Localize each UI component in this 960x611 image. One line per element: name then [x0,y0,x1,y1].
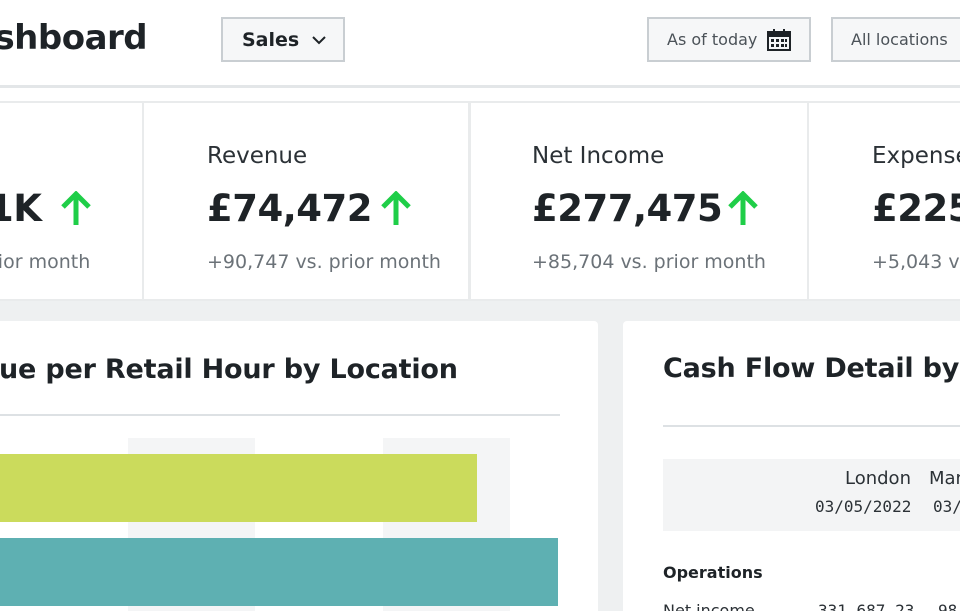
kpi-label: Revenue [207,143,308,169]
kpi-delta: +5,043 vs [872,251,960,273]
date-dropdown[interactable]: As of today [647,17,811,62]
kpi-label: Net Income [532,143,665,169]
view-dropdown[interactable]: Sales [221,17,345,62]
page-title: ashboard [0,18,148,58]
kpi-label: Expense [872,143,960,169]
panel-title: Cash Flow Detail by En [663,353,960,384]
location-dropdown[interactable]: All locations [831,17,960,62]
kpi-value: £225 [872,187,960,230]
column-header-location: Man [929,468,960,489]
location-dropdown-value: All locations [851,30,948,49]
chart-bar[interactable] [0,538,558,606]
kpi-value: £277,475 [532,187,723,230]
revenue-per-hour-panel: nue per Retail Hour by Location [0,321,598,611]
row-value: 98 [938,601,958,611]
calendar-icon [767,29,791,51]
header: ashboard Sales As of today All locations [0,0,960,88]
table-header [663,459,960,531]
kpi-row: 1K rior month Revenue £74,472 +90,747 vs… [0,101,960,301]
row-label: Net income [663,601,755,611]
content-area: nue per Retail Hour by Location Cash Flo… [0,301,960,611]
kpi-value: 1K [0,187,42,230]
arrow-up-icon [59,190,93,227]
kpi-delta: +90,747 vs. prior month [207,251,441,273]
divider [663,425,960,427]
kpi-delta: rior month [0,251,91,273]
kpi-card-expense: Expense £225 +5,043 vs [809,103,960,299]
kpi-card-partial: 1K rior month [0,103,142,299]
kpi-card-revenue: Revenue £74,472 +90,747 vs. prior month [144,103,468,299]
arrow-up-icon [379,190,413,227]
column-header-date: 03/05/2022 [815,497,912,516]
kpi-value: £74,472 [207,187,373,230]
chevron-down-icon [311,32,327,48]
column-header-location: London [845,468,911,489]
view-dropdown-value: Sales [242,28,300,51]
kpi-delta: +85,704 vs. prior month [532,251,766,273]
arrow-up-icon [726,190,760,227]
chart-bar[interactable] [0,454,477,522]
kpi-card-net-income: Net Income £277,475 +85,704 vs. prior mo… [471,103,807,299]
panel-title: nue per Retail Hour by Location [0,354,458,385]
date-dropdown-value: As of today [667,30,758,49]
row-value: 331,687.23 [818,601,915,611]
section-heading: Operations [663,563,763,582]
divider [0,414,560,416]
column-header-date: 03/ [933,497,960,516]
cash-flow-panel: Cash Flow Detail by En London 03/05/2022… [623,321,960,611]
